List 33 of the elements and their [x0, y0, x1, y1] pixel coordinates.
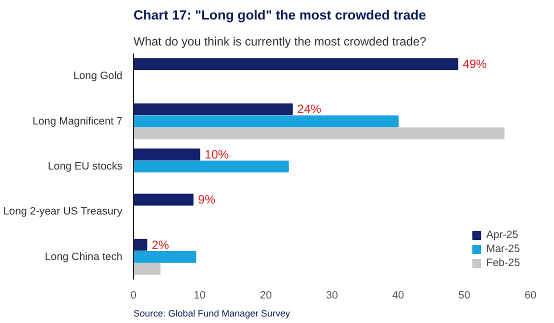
data-label: 49% — [462, 57, 488, 72]
x-tick-label: 20 — [260, 290, 272, 302]
x-tick-label: 30 — [326, 290, 338, 302]
legend-label: Apr-25 — [486, 229, 518, 241]
data-label: 2% — [152, 238, 170, 252]
legend-label: Mar-25 — [486, 243, 520, 255]
y-tick-label: Long EU stocks — [48, 160, 123, 172]
data-label: 24% — [297, 102, 322, 116]
bar — [134, 194, 194, 206]
chart-title: Chart 17: "Long gold" the most crowded trade — [134, 8, 426, 22]
bar — [134, 238, 148, 251]
data-label: 10% — [204, 147, 230, 162]
x-tick-label: 0 — [130, 290, 137, 302]
bar — [134, 263, 160, 275]
chart-subtitle: What do you think is currently the most crowded trade? — [134, 34, 427, 48]
bar — [134, 250, 196, 263]
bar — [134, 58, 458, 70]
bar — [134, 148, 200, 160]
y-tick-label: Long 2-year US Treasury — [3, 206, 123, 218]
bar — [134, 115, 399, 128]
source-note: Source: Global Fund Manager Survey — [134, 308, 290, 318]
x-tick-label: 40 — [392, 290, 404, 302]
bar — [134, 103, 293, 116]
bar — [134, 127, 505, 140]
x-tick-label: 10 — [194, 290, 206, 302]
bar — [134, 160, 289, 172]
data-label: 9% — [198, 192, 216, 207]
y-tick-label: Long Gold — [73, 70, 123, 82]
y-tick-label: Long China tech — [44, 250, 123, 263]
legend-label: Feb-25 — [486, 257, 520, 269]
x-tick-label: 50 — [458, 290, 470, 302]
x-tick-label: 60 — [524, 290, 536, 302]
y-tick-label: Long Magnificent 7 — [32, 115, 123, 128]
